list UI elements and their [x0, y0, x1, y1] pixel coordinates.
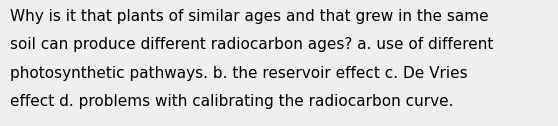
Text: Why is it that plants of similar ages and that grew in the same: Why is it that plants of similar ages an… [10, 9, 489, 24]
Text: soil can produce different radiocarbon ages? a. use of different: soil can produce different radiocarbon a… [10, 37, 493, 52]
Text: photosynthetic pathways. b. the reservoir effect c. De Vries: photosynthetic pathways. b. the reservoi… [10, 66, 468, 81]
Text: effect d. problems with calibrating the radiocarbon curve.: effect d. problems with calibrating the … [10, 94, 454, 109]
